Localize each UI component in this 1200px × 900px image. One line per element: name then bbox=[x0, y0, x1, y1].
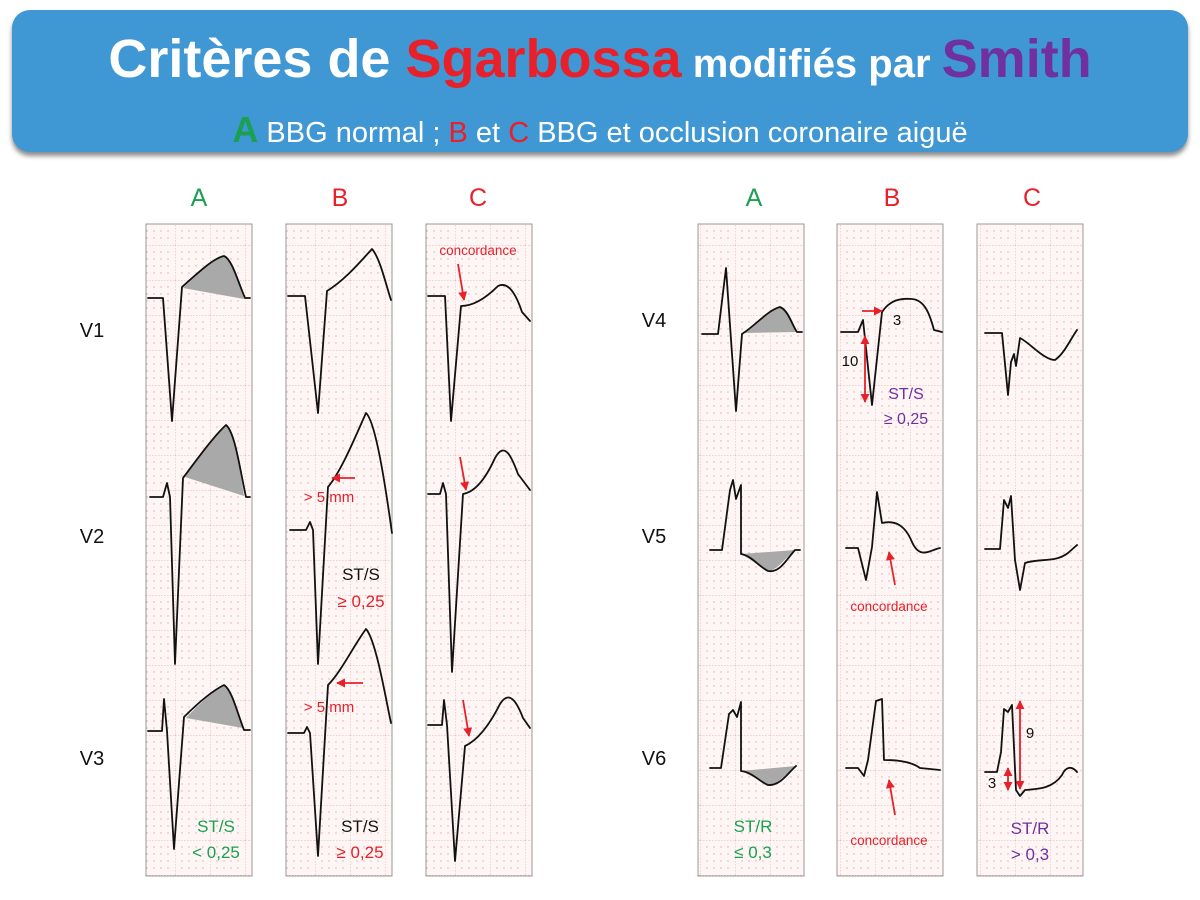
lead-label-v2: V2 bbox=[80, 526, 104, 548]
trace-v3-c bbox=[427, 696, 531, 862]
label-gt03-v6-c: > 0,3 bbox=[1011, 845, 1049, 864]
label-st-s-v3-b: ST/S bbox=[341, 817, 379, 836]
arrow-concordance-v1-c bbox=[457, 263, 468, 301]
label-concordance-v1-c: concordance bbox=[439, 243, 516, 258]
label-concordance-v6-b: concordance bbox=[850, 833, 927, 848]
trace-v5-b bbox=[845, 491, 941, 581]
trace-v3-a bbox=[147, 684, 251, 850]
trace-v4-c bbox=[984, 329, 1078, 396]
strip-right-b bbox=[836, 223, 944, 877]
arrow-concordance-v2-c bbox=[459, 456, 469, 491]
title-part-criteres: Critères de bbox=[108, 29, 406, 89]
trace-v6-b bbox=[845, 698, 941, 777]
label-5mm-v2-b: > 5 mm bbox=[304, 489, 354, 506]
lead-label-v3: V3 bbox=[80, 748, 104, 770]
subtitle-text-a: BBG normal ; bbox=[258, 117, 449, 149]
arrow-concordance-v3-c bbox=[462, 699, 473, 737]
col-header-left-b: B bbox=[332, 184, 349, 212]
lead-label-v1: V1 bbox=[80, 320, 104, 342]
col-header-left-a: A bbox=[191, 184, 208, 212]
trace-v1-a bbox=[147, 255, 251, 422]
subtitle-letter-a: A bbox=[232, 109, 259, 150]
shade-v4-a bbox=[745, 307, 797, 333]
trace-v5-c bbox=[984, 495, 1078, 591]
label-5mm-v3-b: > 5 mm bbox=[304, 699, 354, 716]
trace-v2-a bbox=[149, 424, 251, 665]
col-header-right-c: C bbox=[1023, 184, 1041, 212]
trace-v4-a bbox=[701, 267, 803, 412]
label-le03-v6-a: ≤ 0,3 bbox=[734, 843, 772, 862]
trace-v5-a bbox=[709, 479, 801, 572]
trace-v6-c bbox=[984, 704, 1078, 797]
label-ge025-v3-b: ≥ 0,25 bbox=[336, 843, 383, 862]
title-part-sgarbossa: Sgarbossa bbox=[405, 29, 682, 89]
lead-label-v5: V5 bbox=[642, 526, 666, 548]
col-header-right-a: A bbox=[746, 184, 763, 212]
shade-v2-a bbox=[185, 425, 244, 496]
label-3-v6-c: 3 bbox=[988, 775, 996, 792]
col-header-left-c: C bbox=[469, 184, 487, 212]
arrow-concordance-v6-b bbox=[885, 779, 896, 816]
label-st-s-v3-a: ST/S bbox=[197, 817, 235, 836]
page-title: Critères de Sgarbossa modifiés par Smith bbox=[12, 32, 1188, 86]
subtitle-text-c: BBG et occlusion coronaire aiguë bbox=[529, 117, 968, 149]
strip-left-c bbox=[425, 223, 533, 877]
arrow-concordance-v5-b bbox=[886, 551, 896, 586]
trace-v6-a bbox=[709, 701, 797, 786]
label-st-s-v4-b: ST/S bbox=[888, 386, 924, 403]
subtitle-text-and: et bbox=[467, 117, 509, 149]
shade-v3-a bbox=[186, 685, 243, 728]
lead-label-v4: V4 bbox=[642, 310, 666, 332]
label-st-s-v2-b: ST/S bbox=[342, 565, 380, 584]
trace-v1-c bbox=[427, 284, 531, 422]
trace-v3-b bbox=[287, 628, 392, 857]
strip-left-a bbox=[145, 223, 253, 877]
page-subtitle: A BBG normal ; B et C BBG et occlusion c… bbox=[12, 112, 1188, 148]
trace-v2-b bbox=[289, 412, 393, 665]
trace-v2-c bbox=[427, 449, 531, 673]
col-header-right-b: B bbox=[884, 184, 901, 212]
label-st-r-v6-a: ST/R bbox=[734, 817, 773, 836]
title-part-modifies: modifiés par bbox=[681, 42, 942, 86]
trace-v1-b bbox=[287, 248, 392, 414]
label-ge025-v2-b: ≥ 0,25 bbox=[337, 592, 384, 611]
title-part-smith: Smith bbox=[941, 29, 1092, 89]
shade-v1-a bbox=[183, 256, 244, 299]
subtitle-letter-b: B bbox=[448, 117, 468, 149]
subtitle-letter-c: C bbox=[508, 117, 530, 149]
label-3-v4-b: 3 bbox=[893, 312, 901, 329]
shade-v6-a bbox=[741, 766, 796, 785]
label-st-r-v6-c: ST/R bbox=[1011, 819, 1050, 838]
label-10-v4-b: 10 bbox=[842, 353, 859, 370]
label-9-v6-c: 9 bbox=[1026, 725, 1034, 742]
shade-v5-a bbox=[741, 550, 795, 571]
label-ge025-v4-b: ≥ 0,25 bbox=[884, 411, 928, 428]
label-concordance-v5-b: concordance bbox=[850, 599, 927, 614]
strip-left-b bbox=[285, 223, 393, 877]
label-lt025-v3-a: < 0,25 bbox=[192, 843, 240, 862]
lead-label-v6: V6 bbox=[642, 748, 666, 770]
title-banner: Critères de Sgarbossa modifiés par Smith… bbox=[12, 10, 1188, 152]
